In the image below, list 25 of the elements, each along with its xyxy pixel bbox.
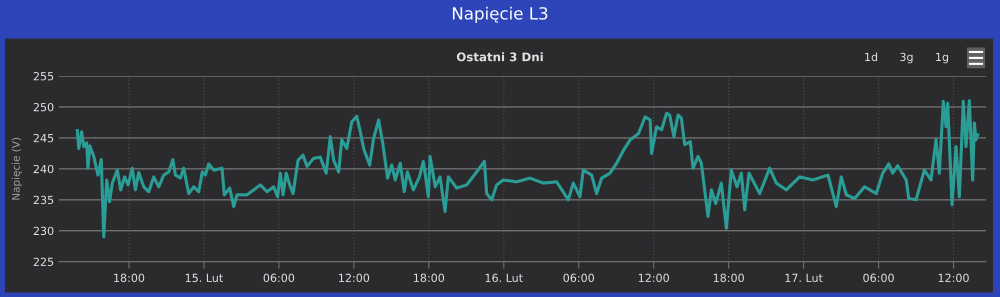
x-tick-label: 18:00 [114,274,144,282]
x-tick-label: 06:00 [264,274,294,282]
y-tick-label: 245 [34,134,54,142]
y-tick-label: 230 [34,226,54,236]
x-tick-label: 18:00 [414,274,444,282]
x-tick-label: 06:00 [863,274,894,282]
x-tick-label: 12:00 [638,274,669,282]
y-tick-label: 250 [34,102,54,112]
x-tick-label: 06:00 [563,274,594,282]
text: 1g [936,52,948,64]
chart-title: Napięcie L3 [452,6,548,23]
y-tick-label: 235 [34,196,54,204]
x-tick-label: 17. Lut [786,274,823,282]
y-tick-label: 225 [34,258,54,266]
x-tick-label: 15. Lut [186,274,223,282]
y-tick-label: 240 [34,164,54,174]
x-tick-label: 12:00 [938,274,969,282]
x-tick-label: 18:00 [714,274,744,282]
x-tick-label: 12:00 [339,274,370,282]
text: 1d [865,52,878,62]
y-axis-title: Napięcie (V) [12,138,22,200]
y-tick-label: 255 [34,72,54,80]
text: 3g [900,52,913,64]
chart-subtitle: Ostatni 3 Dni [456,52,543,62]
x-tick-label: 16. Lut [486,274,523,282]
